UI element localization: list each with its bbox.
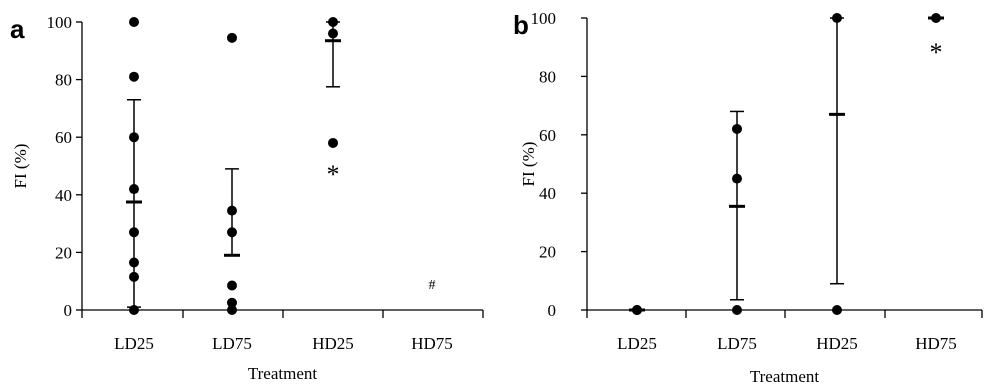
- data-point: [227, 32, 237, 43]
- data-point: [732, 123, 742, 134]
- data-point: [328, 17, 338, 27]
- x-tick-label: LD25: [114, 334, 154, 353]
- y-tick-label: 0: [64, 301, 73, 320]
- y-tick-label: 20: [55, 243, 72, 262]
- y-tick-label: 100: [47, 13, 73, 32]
- data-point: [832, 13, 842, 23]
- data-point: [227, 280, 237, 291]
- data-point: [129, 184, 139, 195]
- y-tick-label: 20: [539, 243, 556, 262]
- y-tick-label: 60: [55, 128, 72, 147]
- data-point: [129, 257, 139, 268]
- y-tick-label: 40: [539, 184, 556, 203]
- annotation-mark: *: [327, 160, 340, 189]
- data-point: [227, 297, 237, 308]
- data-point: [129, 71, 139, 82]
- panel-label: a: [10, 14, 25, 44]
- x-tick-label: LD75: [717, 334, 757, 353]
- x-tick-label: LD25: [617, 334, 657, 353]
- data-point: [328, 28, 338, 39]
- data-point: [227, 305, 237, 315]
- y-tick-label: 0: [548, 301, 557, 320]
- data-point: [732, 173, 742, 184]
- panel-label: b: [513, 10, 529, 40]
- y-tick-label: 80: [539, 67, 556, 86]
- data-point: [129, 227, 139, 238]
- y-axis-title: FI (%): [519, 142, 538, 187]
- data-point: [129, 305, 139, 315]
- data-point: [832, 305, 842, 315]
- y-tick-label: 100: [531, 9, 557, 28]
- y-tick-label: 80: [55, 71, 72, 90]
- data-point: [227, 205, 237, 216]
- data-point: [732, 305, 742, 315]
- data-point: [931, 13, 941, 23]
- data-point: [227, 227, 237, 238]
- data-point: [129, 17, 139, 27]
- y-tick-label: 40: [55, 186, 72, 205]
- annotation-mark: *: [930, 38, 943, 67]
- x-tick-label: HD25: [816, 334, 858, 353]
- x-axis-title: Treatment: [248, 364, 318, 383]
- y-axis-title: FI (%): [11, 144, 30, 189]
- x-axis-title: Treatment: [750, 367, 820, 386]
- data-point: [632, 305, 642, 315]
- x-tick-label: LD75: [212, 334, 252, 353]
- annotation-mark: #: [429, 278, 436, 293]
- x-tick-label: HD75: [915, 334, 957, 353]
- y-tick-label: 60: [539, 126, 556, 145]
- x-tick-label: HD75: [411, 334, 453, 353]
- x-tick-label: HD25: [312, 334, 354, 353]
- data-point: [129, 271, 139, 282]
- data-point: [129, 132, 139, 143]
- data-point: [328, 137, 338, 148]
